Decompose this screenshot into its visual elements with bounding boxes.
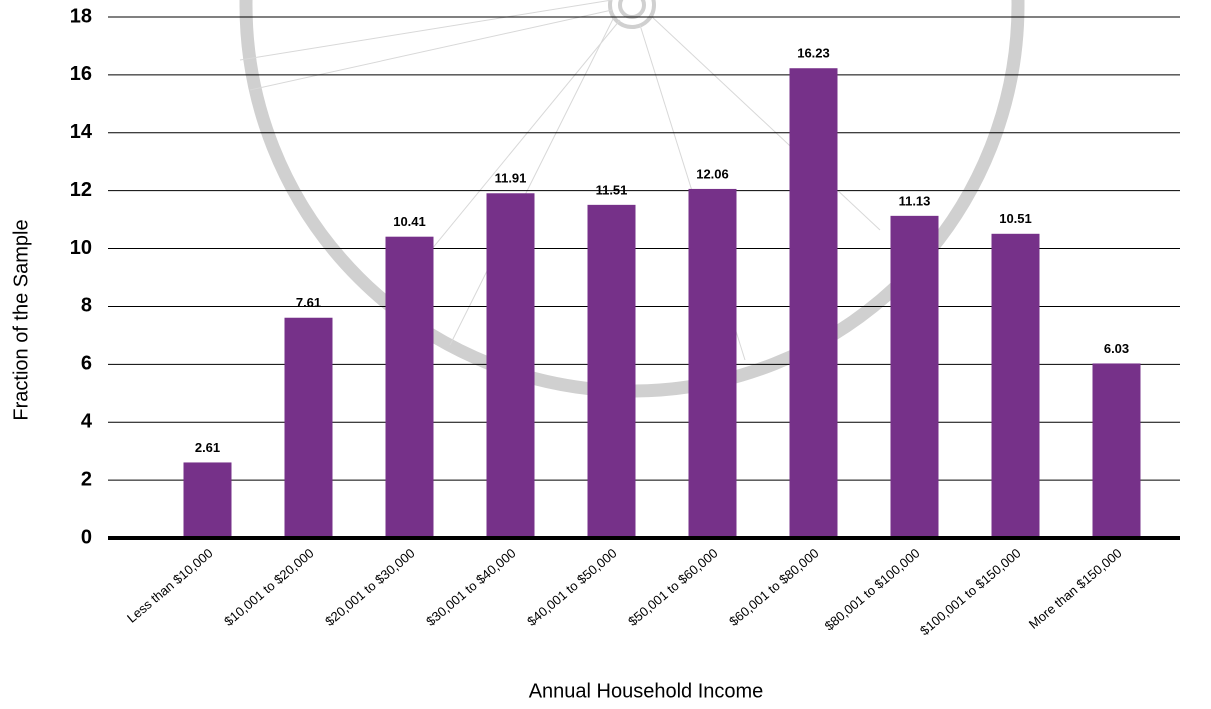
x-tick-label: Less than $10,000	[124, 545, 216, 625]
y-tick-label: 6	[81, 353, 92, 375]
bar	[890, 215, 939, 538]
x-axis-title: Annual Household Income	[529, 680, 764, 702]
value-label: 12.06	[696, 166, 729, 181]
value-label: 11.91	[495, 171, 527, 186]
y-tick-label: 2	[81, 468, 92, 490]
y-tick-label: 0	[81, 526, 92, 548]
x-tick-label: $80,001 to $100,000	[822, 545, 923, 633]
y-tick-label: 10	[70, 237, 92, 259]
x-tick-label: $60,001 to $80,000	[726, 545, 821, 629]
bar	[789, 68, 838, 539]
value-label: 7.61	[296, 295, 321, 310]
value-label: 11.13	[899, 193, 931, 208]
value-label: 11.51	[596, 182, 628, 197]
value-label: 2.61	[195, 440, 220, 455]
value-label: 16.23	[797, 46, 830, 61]
bar	[284, 317, 333, 538]
x-tick-label: $30,001 to $40,000	[423, 545, 518, 629]
x-tick-label: $20,001 to $30,000	[322, 545, 417, 629]
x-tick-label: $100,001 to $150,000	[917, 545, 1024, 638]
y-tick-label: 12	[70, 179, 92, 201]
y-tick-label: 14	[70, 121, 93, 143]
x-tick-label: More than $150,000	[1026, 545, 1125, 631]
bar	[688, 188, 737, 538]
y-axis-title: Fraction of the Sample	[10, 219, 32, 420]
value-label: 10.51	[999, 211, 1032, 226]
y-tick-label: 18	[70, 5, 92, 27]
bar	[385, 236, 434, 538]
bar	[1092, 363, 1141, 538]
value-label: 10.41	[393, 214, 426, 229]
x-tick-label: $40,001 to $50,000	[524, 545, 619, 629]
value-label: 6.03	[1104, 341, 1129, 356]
bar	[587, 204, 636, 539]
y-tick-label: 16	[70, 63, 92, 85]
bar	[183, 462, 232, 538]
bar	[991, 233, 1040, 538]
x-tick-label: $10,001 to $20,000	[221, 545, 316, 629]
x-tick-label: $50,001 to $60,000	[625, 545, 720, 629]
y-tick-label: 4	[81, 411, 93, 433]
y-tick-label: 8	[81, 295, 92, 317]
bar	[486, 193, 535, 538]
